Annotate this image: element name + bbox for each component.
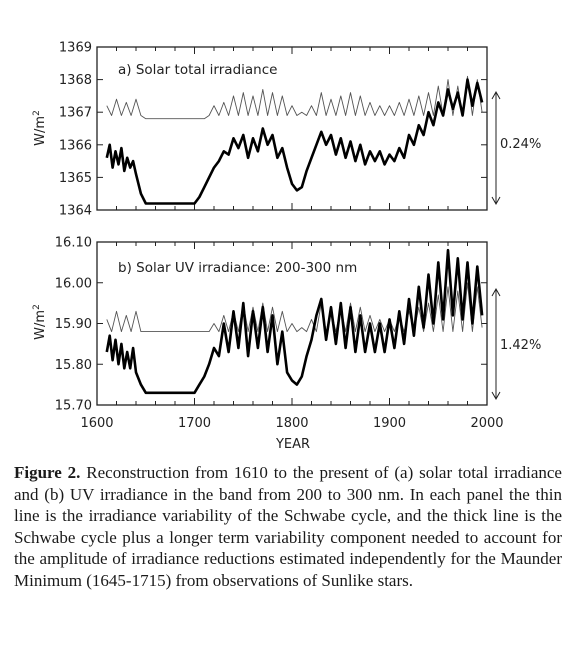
panel-a-ylabel-sup: 2 (32, 110, 42, 116)
panel-b-xtick-label: 2000 (470, 416, 503, 431)
figure-caption: Figure 2. Reconstruction from 1610 to th… (14, 462, 562, 591)
panel-b-ytick-label: 15.70 (55, 399, 92, 414)
panel-a-lines (105, 75, 484, 205)
panel-b-arrow-head-down (491, 391, 501, 401)
panel-b-uv-irradiance: b) Solar UV irradiance: 200-300 nm W/m2 … (32, 236, 541, 453)
panel-b-ytick-label: 16.00 (55, 276, 92, 291)
panel-a-title: a) Solar total irradiance (118, 62, 277, 78)
panel-a-axis-ticks: 1364 1365 1366 1367 1368 1369 (59, 41, 488, 219)
panel-a-ytick-label: 1369 (59, 41, 92, 56)
panel-b-axis-ticks: 15.70 15.80 15.90 16.00 16.10 1600 1700 1800 190… (55, 236, 504, 432)
panel-b-thick-line (105, 248, 484, 395)
figure-2-chart: a) Solar total irradiance W/m2 136413651… (32, 41, 541, 453)
panel-a-thick-line (105, 78, 484, 205)
panel-b-ytick-label: 15.80 (55, 358, 92, 373)
panel-a-ytick-label: 1366 (59, 138, 92, 153)
panel-a-total-irradiance: a) Solar total irradiance W/m2 136413651… (32, 41, 541, 219)
panel-a-ytick-label: 1364 (59, 204, 92, 219)
caption-label: Figure 2. (14, 463, 81, 482)
panel-b-ylabel-sup: 2 (32, 304, 42, 310)
x-axis-title: YEAR (275, 437, 310, 452)
panel-a-ylabel-text: W/m (33, 116, 48, 146)
panel-a-ylabel: W/m2 (32, 110, 48, 146)
panel-b-xtick-label: 1900 (373, 416, 406, 431)
panel-a-arrow-head-down (491, 196, 501, 206)
panel-b-lines (105, 248, 484, 395)
panel-a-range-arrow: 0.24% (491, 90, 541, 206)
panel-b-ytick-label: 16.10 (55, 236, 92, 251)
panel-a-arrow-head-up (491, 90, 501, 100)
panel-b-ytick-label: 15.90 (55, 317, 92, 332)
panel-b-ylabel-text: W/m (33, 310, 48, 340)
panel-b-title: b) Solar UV irradiance: 200-300 nm (118, 260, 357, 276)
panel-b-arrow-head-up (491, 287, 501, 297)
panel-b-xtick-label: 1600 (80, 416, 113, 431)
panel-a-ytick-label: 1365 (59, 171, 92, 186)
panel-a-ytick-label: 1367 (59, 106, 92, 121)
panel-b-xtick-label: 1700 (178, 416, 211, 431)
caption-text: Reconstruction from 1610 to the present … (14, 463, 562, 590)
panel-b-thin-line (106, 282, 483, 333)
panel-a-percent-label: 0.24% (500, 137, 541, 152)
panel-a-thin-line (106, 75, 483, 120)
panel-b-xtick-label: 1800 (275, 416, 308, 431)
panel-b-percent-label: 1.42% (500, 338, 541, 353)
panel-b-ylabel: W/m2 (32, 304, 48, 340)
panel-a-ytick-label: 1368 (59, 73, 92, 88)
panel-b-range-arrow: 1.42% (491, 287, 541, 401)
